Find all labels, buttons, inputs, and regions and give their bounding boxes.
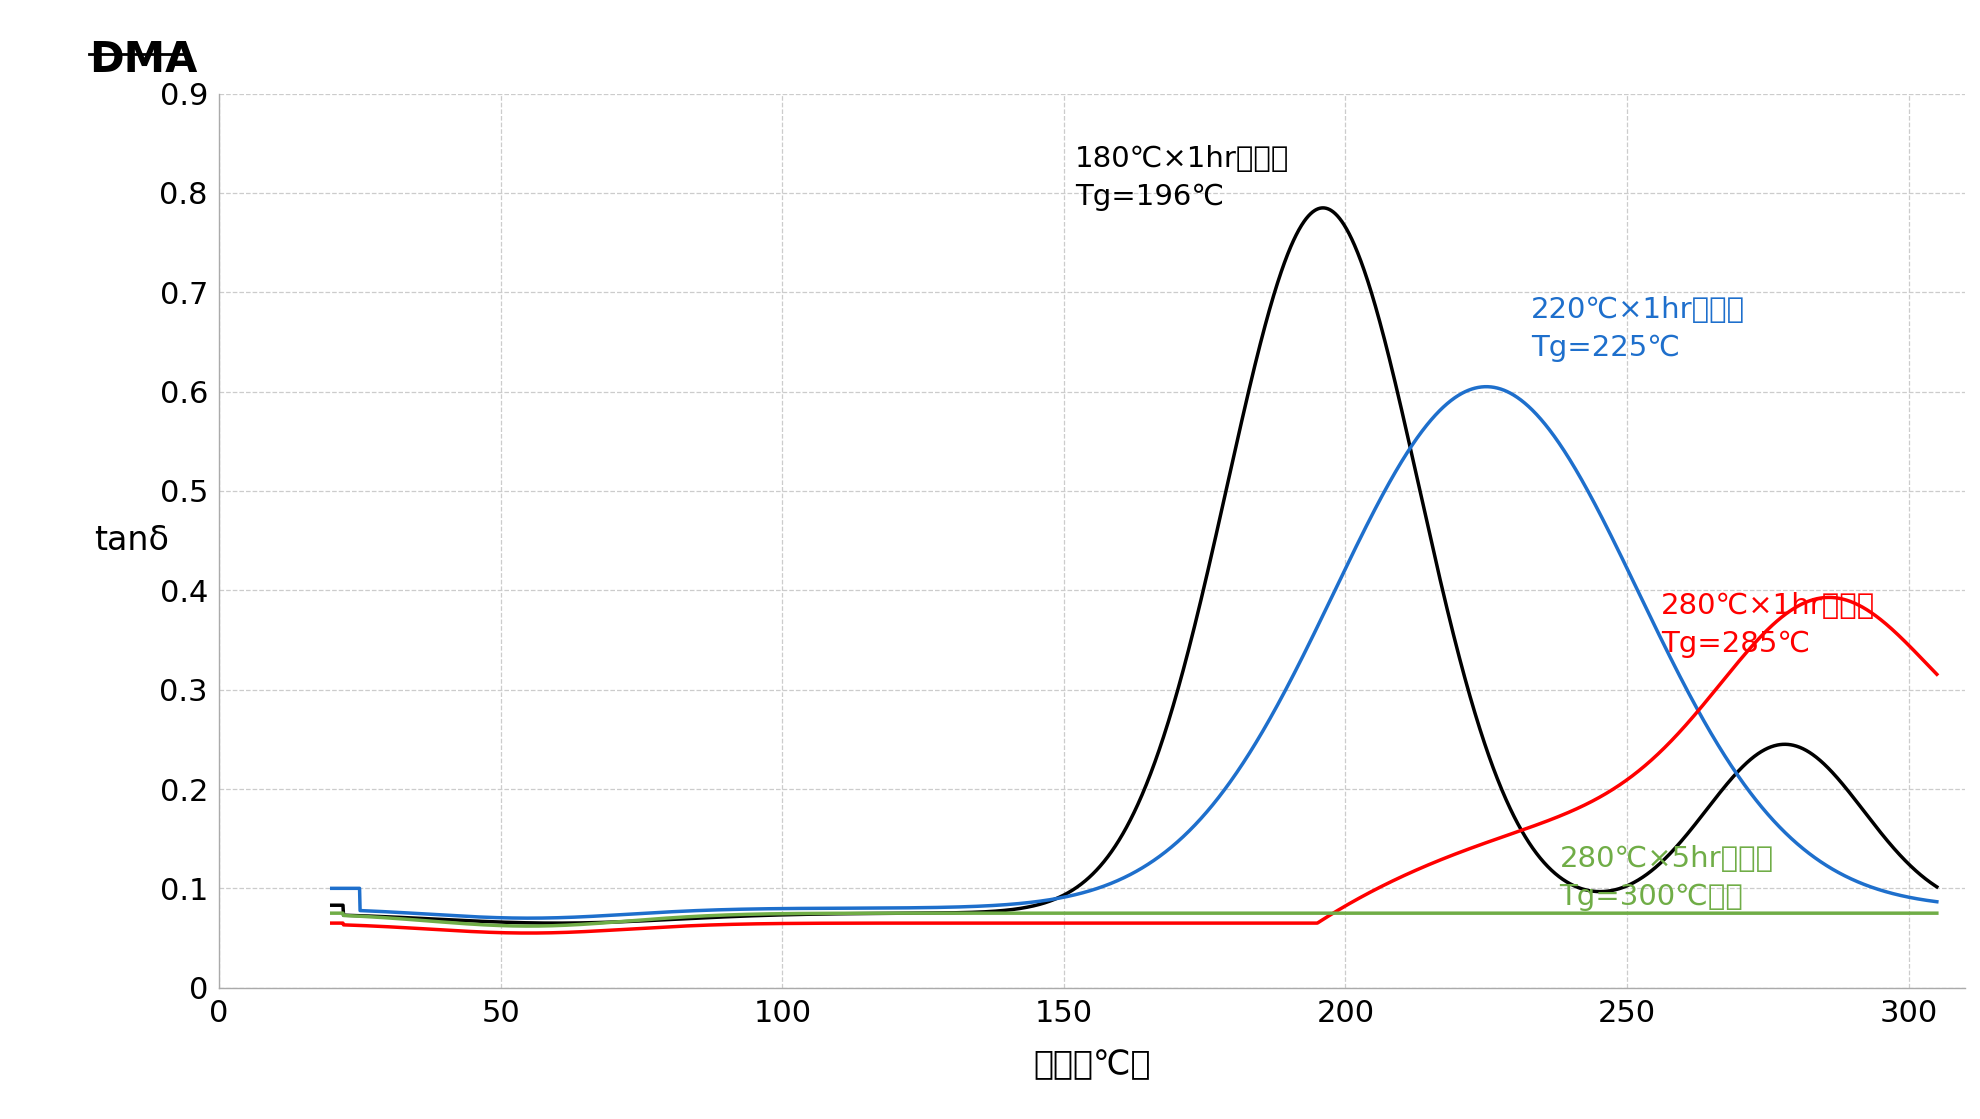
X-axis label: 温度（℃）: 温度（℃） bbox=[1034, 1049, 1150, 1082]
Y-axis label: tanδ: tanδ bbox=[95, 524, 168, 557]
Text: Tg=225℃: Tg=225℃ bbox=[1531, 333, 1681, 361]
Text: Tg=300℃以上: Tg=300℃以上 bbox=[1560, 883, 1742, 911]
Text: DMA: DMA bbox=[89, 39, 198, 82]
Text: 180℃×1hr确化物: 180℃×1hr确化物 bbox=[1075, 145, 1289, 173]
Text: Tg=196℃: Tg=196℃ bbox=[1075, 182, 1224, 210]
Text: 280℃×5hr确化物: 280℃×5hr确化物 bbox=[1560, 846, 1774, 874]
Text: 280℃×1hr确化物: 280℃×1hr确化物 bbox=[1661, 592, 1875, 620]
Text: Tg=285℃: Tg=285℃ bbox=[1661, 630, 1810, 658]
Text: 220℃×1hr确化物: 220℃×1hr确化物 bbox=[1531, 297, 1746, 325]
